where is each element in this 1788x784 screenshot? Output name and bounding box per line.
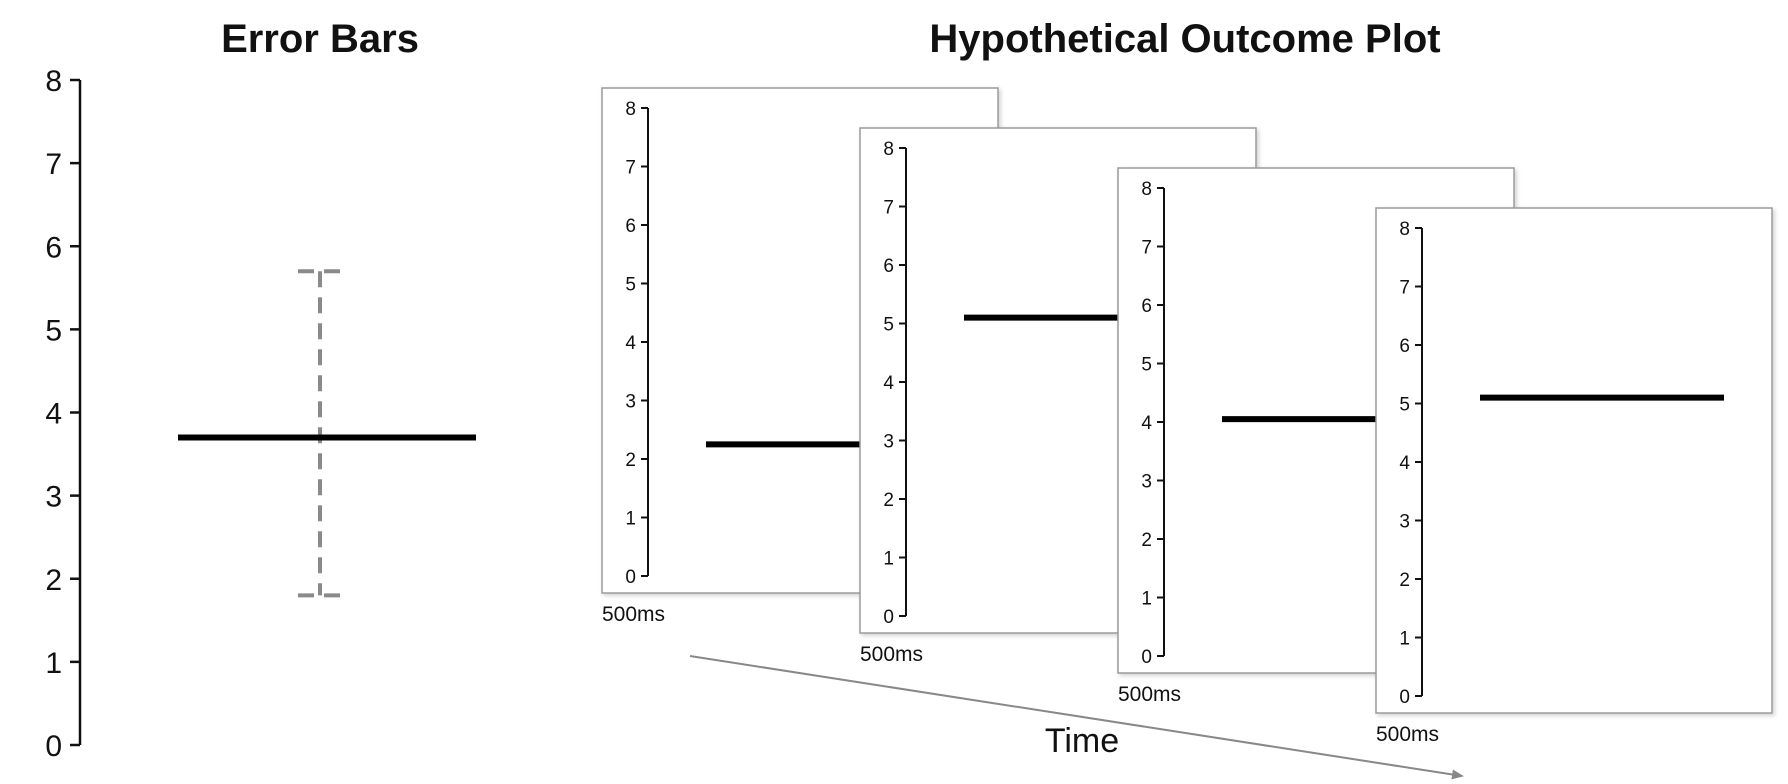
hop-tick-label: 4	[625, 333, 636, 354]
hop-tick-label: 2	[883, 490, 894, 511]
error-bar-chart: 0 1 2 3 4 5 6 7 8	[45, 65, 476, 763]
hop-title: Hypothetical Outcome Plot	[929, 17, 1440, 61]
hop-tick-label: 0	[883, 607, 894, 628]
hop-tick-label: 2	[625, 450, 636, 471]
hop-tick-label: 8	[1141, 179, 1152, 200]
hop-tick-label: 1	[1399, 629, 1410, 650]
hop-tick-label: 7	[883, 198, 894, 219]
hop-tick-label: 6	[883, 256, 894, 277]
hop-tick-label: 4	[1141, 413, 1152, 434]
hop-tick-label: 6	[625, 216, 636, 237]
hop-frame-duration: 500ms	[1376, 723, 1439, 746]
error-bars-tick-label: 8	[45, 65, 62, 98]
hop-tick-label: 1	[883, 549, 894, 570]
hop-tick-label: 8	[1399, 219, 1410, 240]
hop-tick-label: 3	[1141, 472, 1152, 493]
hop-tick-label: 1	[1141, 589, 1152, 610]
hop-tick-label: 2	[1399, 570, 1410, 591]
hop-tick-label: 0	[625, 567, 636, 588]
hop-tick-label: 7	[1399, 278, 1410, 299]
error-bars-tick-label: 1	[45, 647, 62, 680]
time-arrow	[689, 655, 1464, 780]
hop-tick-label: 7	[625, 158, 636, 179]
error-bars-tick-label: 4	[45, 398, 62, 431]
hop-tick-label: 8	[625, 99, 636, 120]
hop-tick-label: 0	[1141, 647, 1152, 668]
hop-tick-label: 6	[1141, 296, 1152, 317]
hop-tick-label: 3	[1399, 512, 1410, 533]
hop-tick-label: 5	[1399, 395, 1410, 416]
hop-tick-label: 4	[883, 373, 894, 394]
error-bars-tick-label: 7	[45, 148, 62, 181]
hop-tick-label: 0	[1399, 687, 1410, 708]
hop-tick-label: 5	[1141, 355, 1152, 376]
time-axis-label: Time	[1045, 722, 1119, 760]
hop-frame: 0 1 2 3 4 5 6 7 8 500ms	[1375, 207, 1773, 746]
hop-tick-label: 6	[1399, 336, 1410, 357]
hop-tick-label: 1	[625, 509, 636, 530]
hop-tick-label: 4	[1399, 453, 1410, 474]
hop-frame-panel	[1375, 207, 1773, 714]
error-bars-tick-label: 5	[45, 314, 62, 347]
error-bars-title: Error Bars	[221, 17, 419, 61]
hop-tick-label: 3	[625, 392, 636, 413]
hop-tick-label: 8	[883, 139, 894, 160]
hop-tick-label: 7	[1141, 238, 1152, 259]
hop-tick-label: 2	[1141, 530, 1152, 551]
hop-tick-label: 5	[625, 275, 636, 296]
error-bars-tick-label: 2	[45, 564, 62, 597]
error-bars-tick-label: 6	[45, 231, 62, 264]
hop-frame-duration: 500ms	[602, 603, 665, 626]
error-bars-tick-label: 0	[45, 730, 62, 763]
hop-tick-label: 3	[883, 432, 894, 453]
hop-frame-duration: 500ms	[860, 643, 923, 666]
error-bars-tick-label: 3	[45, 481, 62, 514]
hop-tick-label: 5	[883, 315, 894, 336]
hop-frame-duration: 500ms	[1118, 683, 1181, 706]
